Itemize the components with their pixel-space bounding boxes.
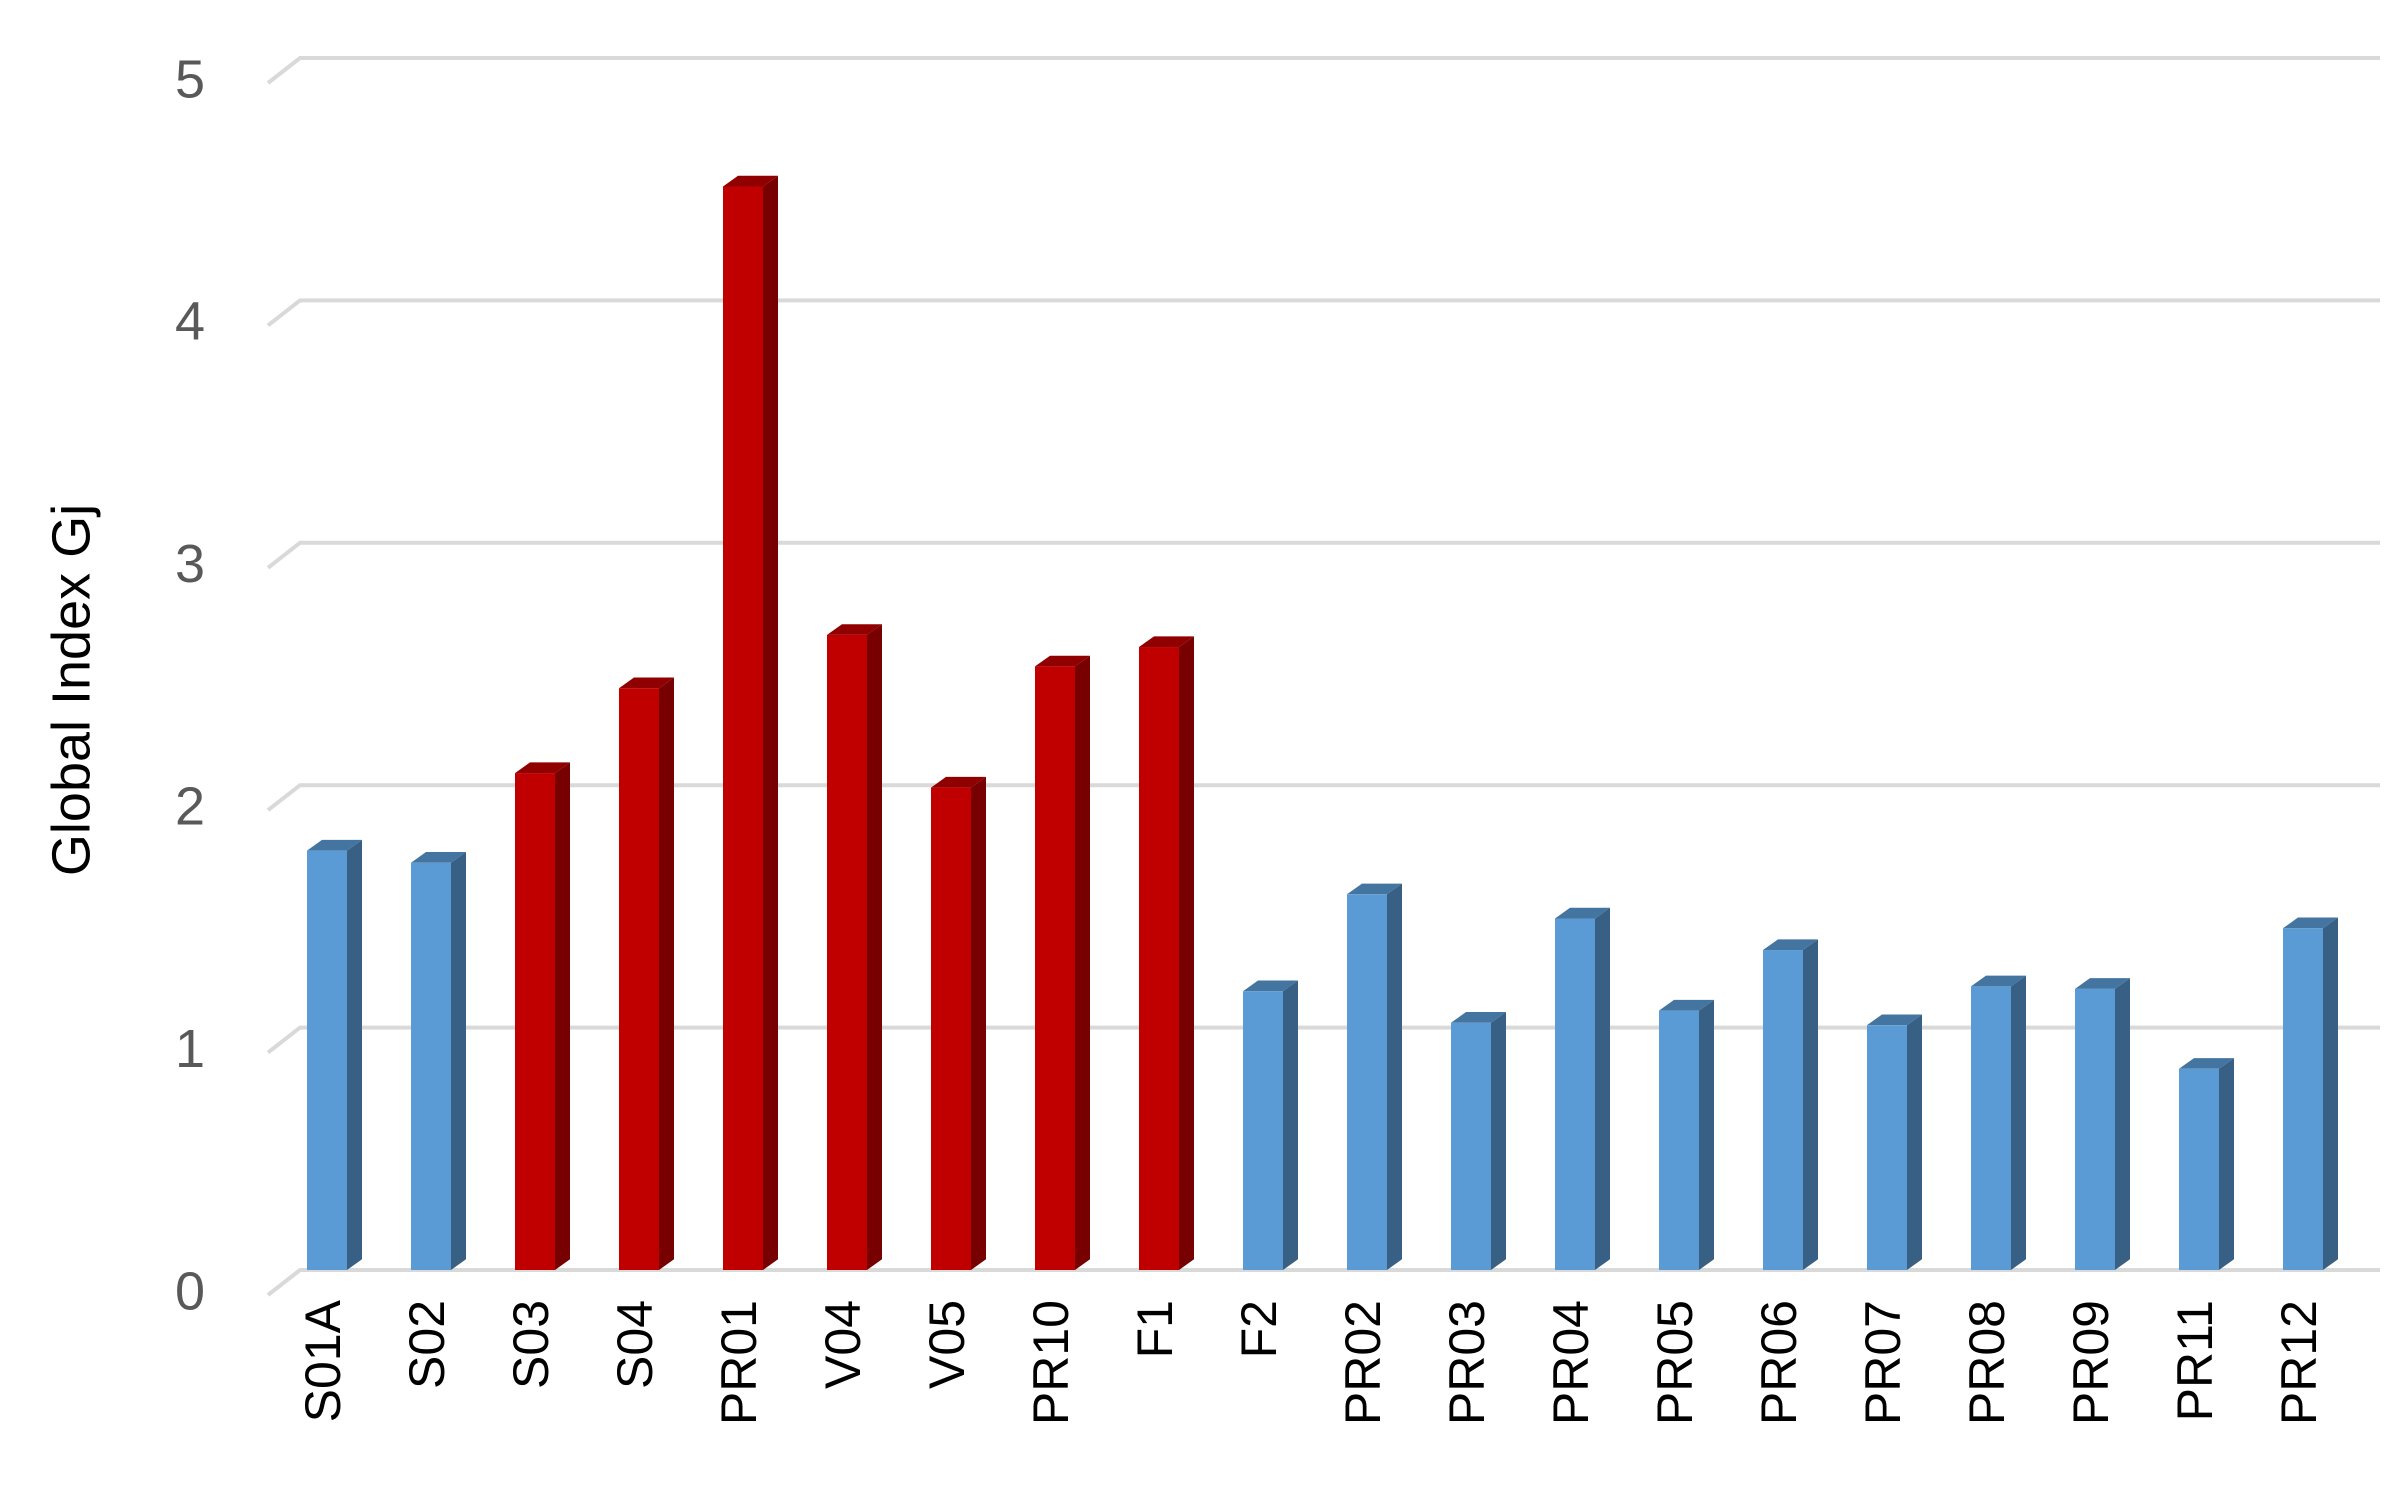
bar-side (347, 839, 362, 1270)
x-tick-label: PR01 (711, 1300, 767, 1425)
bar-side (1595, 907, 1610, 1270)
x-tick-label: PR10 (1023, 1300, 1079, 1425)
bar (1243, 991, 1283, 1270)
grid-line (266, 1268, 2380, 1297)
bar (2179, 1068, 2219, 1270)
bar-top (827, 624, 882, 635)
grid-line (266, 540, 2380, 570)
x-tick-label: PR08 (1959, 1300, 2015, 1425)
x-tick-label: PR06 (1751, 1300, 1807, 1425)
bar (1035, 666, 1075, 1270)
bar-side (1283, 980, 1298, 1270)
bar-side (659, 677, 674, 1270)
bar-top (1867, 1014, 1922, 1026)
bar (1347, 894, 1387, 1270)
x-tick-label: V05 (919, 1300, 975, 1389)
bar-top (723, 175, 778, 187)
bar-side (2219, 1058, 2234, 1270)
bar (1659, 1010, 1699, 1270)
bar-top (307, 839, 362, 851)
bar-top (1347, 883, 1402, 895)
bar (1971, 986, 2011, 1270)
bar-side (2323, 917, 2338, 1270)
y-axis-title: Global Index Gj (41, 504, 101, 876)
bar-top (515, 762, 570, 774)
bar-top (1139, 636, 1194, 648)
grid-line (266, 56, 2380, 85)
x-tick-label: PR11 (2167, 1300, 2223, 1421)
y-tick-label: 5 (175, 49, 205, 109)
bar-top (619, 677, 674, 689)
bar (827, 634, 867, 1270)
x-tick-label: V04 (815, 1300, 871, 1389)
bar-top (1451, 1012, 1506, 1023)
x-tick-label: PR04 (1543, 1300, 1599, 1425)
bar-side (1907, 1014, 1922, 1270)
grid-line (266, 783, 2380, 812)
x-tick-label: PR03 (1439, 1300, 1495, 1425)
bar-top (1243, 980, 1298, 992)
bar-top (1763, 939, 1818, 951)
bar (307, 850, 347, 1270)
bar-side (1491, 1012, 1506, 1270)
x-tick-label: PR02 (1335, 1300, 1391, 1425)
bar-side (555, 762, 570, 1270)
bar-side (1803, 939, 1818, 1270)
x-tick-label: S01A (295, 1299, 351, 1422)
bar-top (2075, 978, 2130, 989)
x-tick-label: PR07 (1855, 1300, 1911, 1425)
bar-side (1387, 883, 1402, 1270)
bar-side (971, 776, 986, 1270)
bar-side (867, 624, 882, 1270)
bar (2075, 988, 2115, 1270)
x-tick-label: F2 (1231, 1300, 1287, 1358)
bar-side (2011, 975, 2026, 1270)
y-tick-label: 4 (175, 292, 205, 352)
bar-side (1699, 999, 1714, 1270)
x-tick-label: S04 (607, 1300, 663, 1389)
bar-side (1179, 636, 1194, 1270)
bar-side (2115, 978, 2130, 1270)
bar-top (2179, 1058, 2234, 1069)
x-tick-label: S03 (503, 1300, 559, 1389)
bar (931, 787, 971, 1270)
bar (1139, 647, 1179, 1270)
y-tick-label: 3 (175, 534, 205, 594)
bar-side (451, 852, 466, 1270)
x-tick-label: S02 (399, 1300, 455, 1389)
bar (723, 186, 763, 1270)
x-tick-label: PR05 (1647, 1300, 1703, 1425)
bar-top (1659, 999, 1714, 1011)
grid-line (266, 1025, 2380, 1055)
bar-top (1035, 655, 1090, 667)
y-tick-label: 0 (175, 1261, 205, 1321)
bar-top (931, 776, 986, 788)
bar (1763, 950, 1803, 1270)
x-tick-label: PR09 (2063, 1300, 2119, 1425)
bar (1555, 918, 1595, 1270)
bar-side (763, 175, 778, 1271)
y-tick-label: 2 (175, 776, 205, 836)
bar-top (2283, 917, 2338, 929)
bar-top (1971, 975, 2026, 987)
x-tick-label: PR12 (2271, 1300, 2327, 1425)
y-tick-label: 1 (175, 1019, 205, 1079)
bar-side (1075, 655, 1090, 1270)
bar-top (411, 852, 466, 863)
bar (619, 688, 659, 1270)
bar-top (1555, 907, 1610, 919)
bar (2283, 928, 2323, 1270)
bar (515, 773, 555, 1270)
grid-line (266, 298, 2380, 327)
bar (1451, 1022, 1491, 1270)
bar (1867, 1025, 1907, 1270)
bar (411, 862, 451, 1270)
x-tick-label: F1 (1127, 1300, 1183, 1358)
